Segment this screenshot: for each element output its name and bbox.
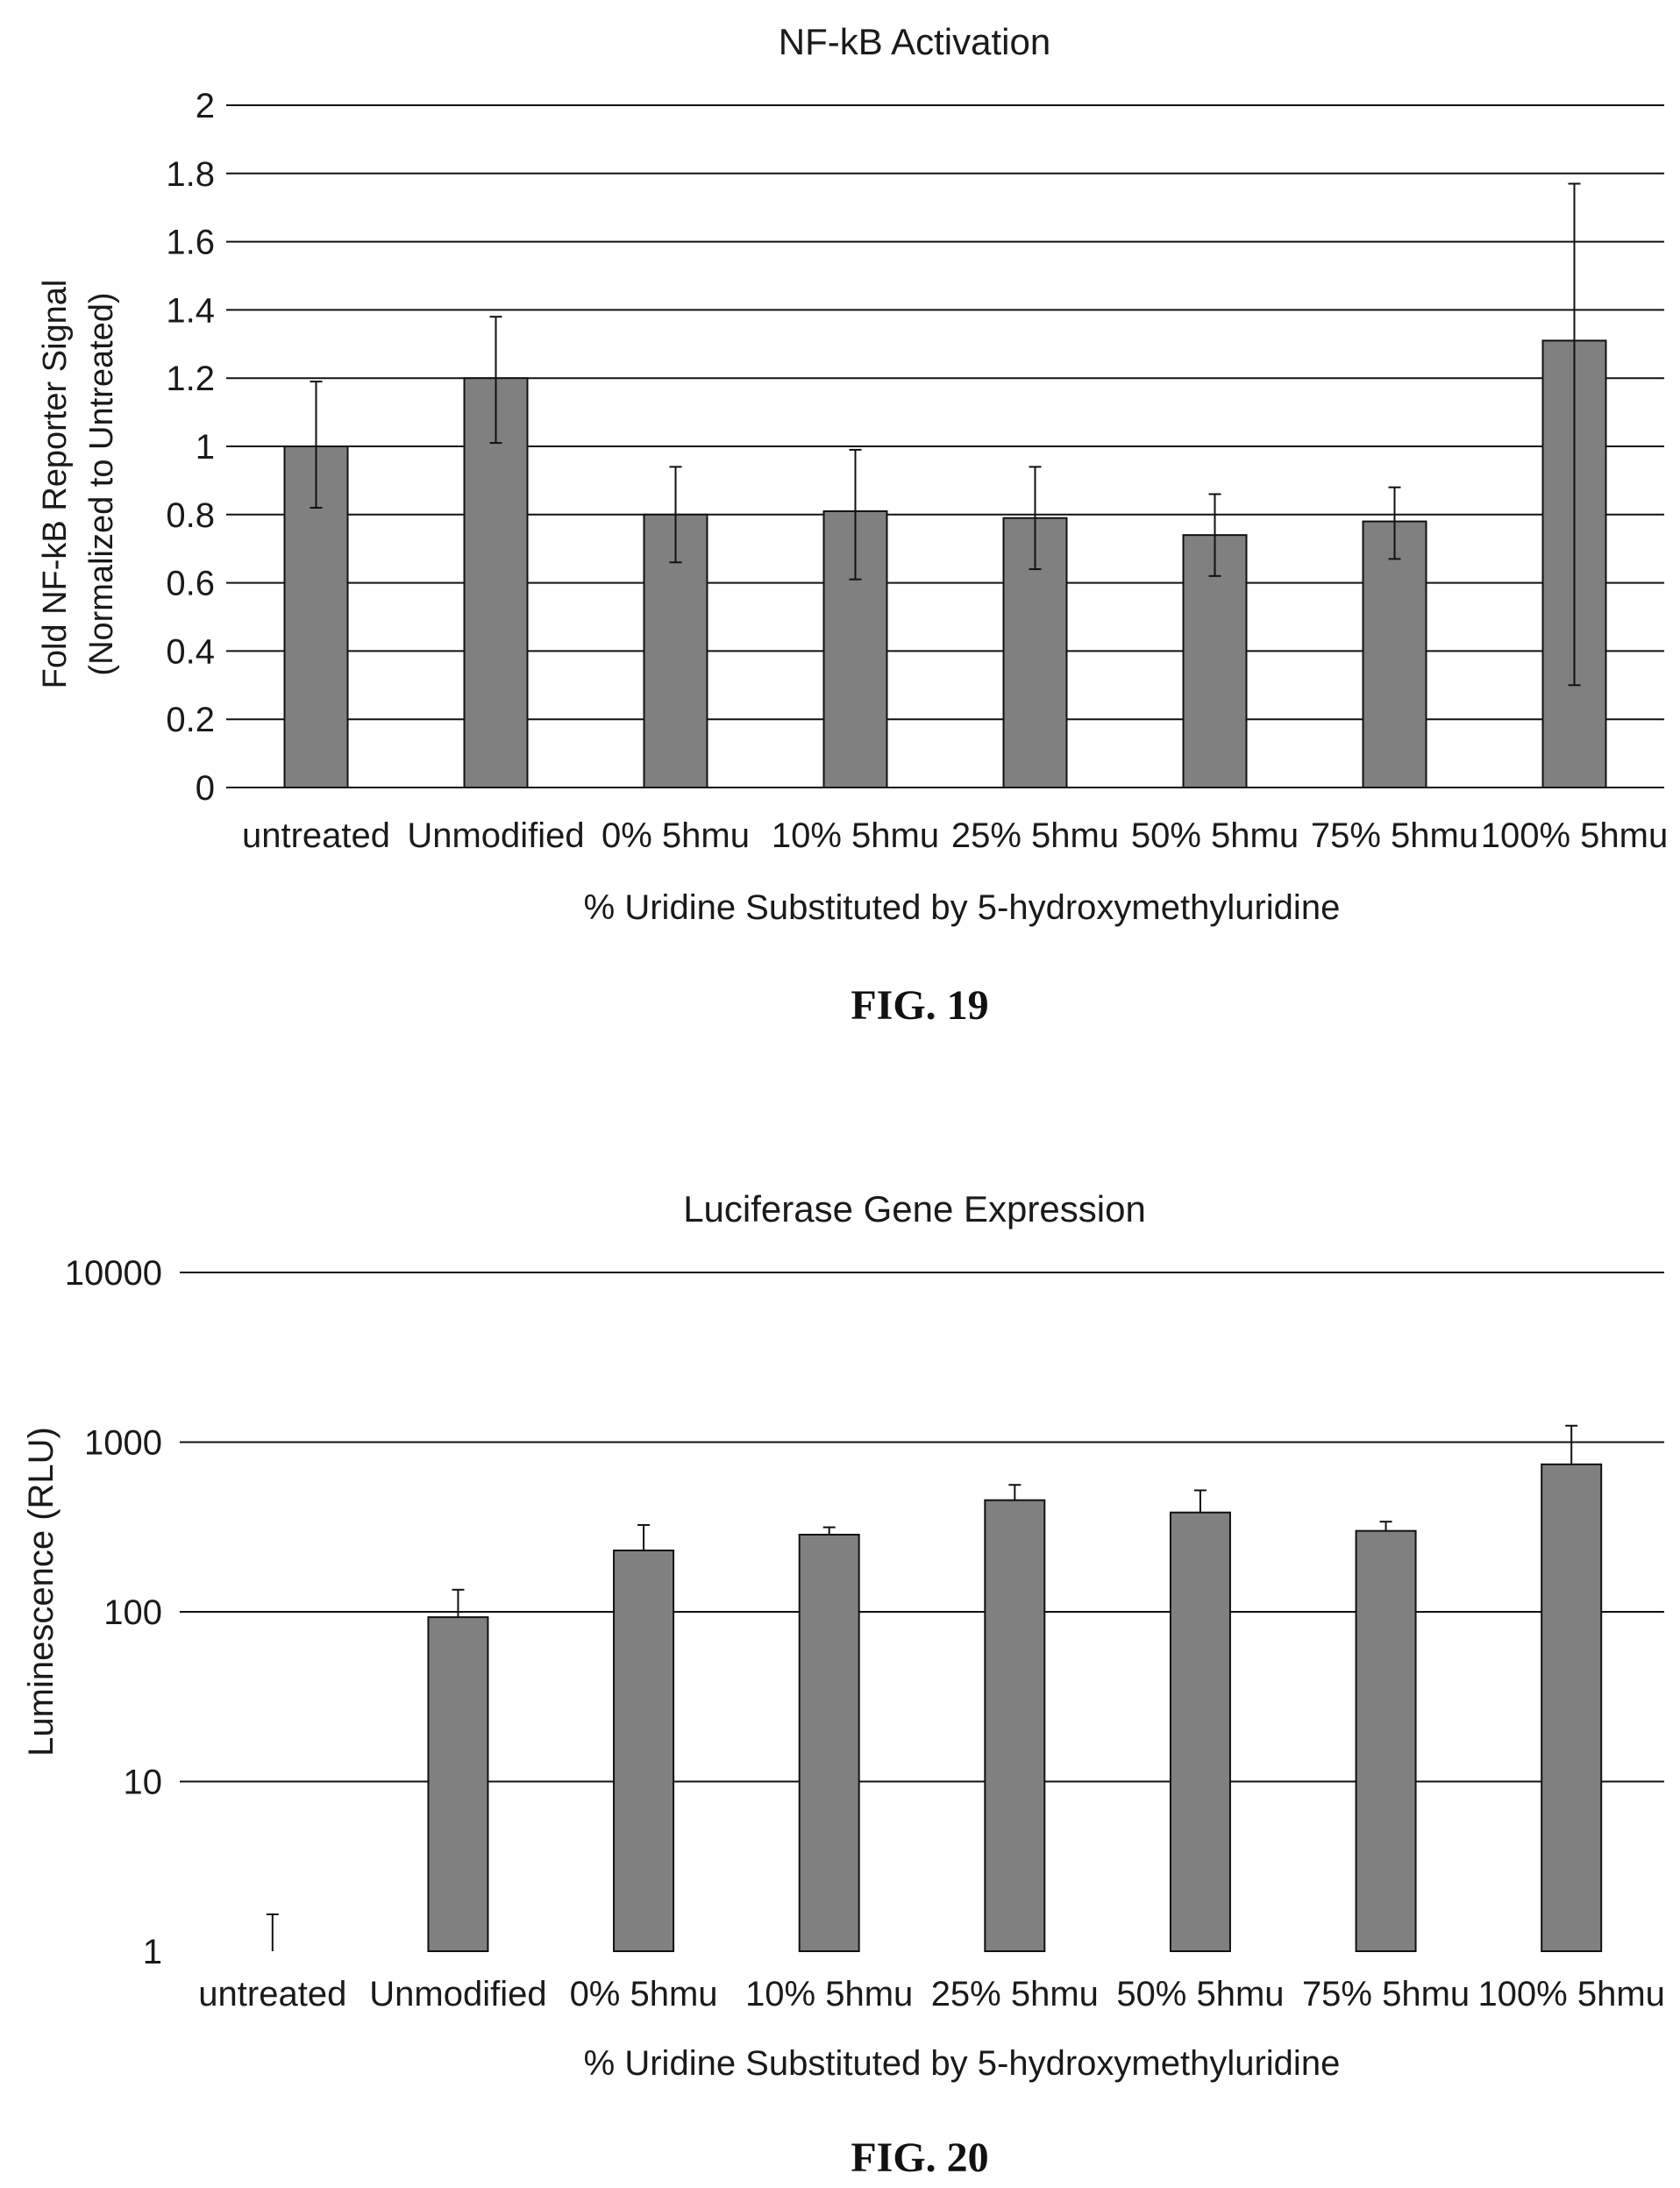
y-tick-labels: 0 0.2 0.4 0.6 0.8 1 1.2 1.4 1.6 1.8 2: [166, 87, 215, 808]
y-tick-label: 1.4: [166, 291, 215, 330]
error-bars: [310, 182, 1581, 687]
y-tick-label: 1: [143, 1933, 162, 1971]
x-tick-label: Unmodified: [369, 1975, 546, 2013]
y-tick-label: 0.6: [166, 565, 215, 603]
y-tick-label: 0.2: [166, 701, 215, 739]
gridlines: [180, 1272, 1664, 1783]
luciferase-expression-chart: Luciferase Gene Expression Luminescence …: [22, 1188, 1665, 2181]
x-tick-label: 100% 5hmu: [1477, 1975, 1664, 2013]
bar: [1169, 1511, 1231, 1953]
x-tick-label: 25% 5hmu: [931, 1975, 1099, 2013]
x-tick-label: 75% 5hmu: [1302, 1975, 1470, 2013]
x-tick-label: untreated: [198, 1975, 346, 2013]
x-tick-label: 25% 5hmu: [951, 816, 1119, 855]
gridlines: [226, 104, 1664, 788]
chart-title: NF-kB Activation: [779, 21, 1050, 62]
x-tick-label: 100% 5hmu: [1481, 816, 1668, 855]
y-tick-label: 1.6: [166, 224, 215, 262]
x-tick-label: 10% 5hmu: [772, 816, 939, 855]
bars: [427, 1463, 1603, 1953]
y-tick-label: 10: [124, 1764, 163, 1802]
x-tick-label: 75% 5hmu: [1311, 816, 1478, 855]
bar: [1362, 520, 1427, 789]
x-tick-label: 50% 5hmu: [1131, 816, 1299, 855]
x-tick-label: 50% 5hmu: [1116, 1975, 1284, 2013]
y-tick-label: 10000: [65, 1254, 162, 1293]
y-tick-label: 100: [103, 1593, 162, 1632]
nfkb-activation-chart: NF-kB Activation Fold NF-kB Reporter Sig…: [37, 21, 1668, 1029]
figure-caption: FIG. 20: [851, 2135, 988, 2181]
y-tick-label: 0.4: [166, 632, 215, 671]
x-tick-labels: untreated Unmodified 0% 5hmu 10% 5hmu 25% 5h…: [242, 816, 1668, 855]
chart-title: Luciferase Gene Expression: [683, 1188, 1146, 1229]
bar: [613, 1550, 675, 1952]
error-bars: [266, 1424, 1578, 1951]
bar: [984, 1499, 1046, 1952]
x-tick-label: 0% 5hmu: [570, 1975, 718, 2013]
x-tick-label: 0% 5hmu: [602, 816, 750, 855]
x-tick-labels: untreated Unmodified 0% 5hmu 10% 5hmu 25% 5h…: [198, 1975, 1665, 2013]
y-tick-label: 1.2: [166, 360, 215, 398]
x-tick-label: untreated: [242, 816, 390, 855]
y-axis-label-line-2: (Normalized to Untreated): [83, 292, 120, 675]
bars: [283, 339, 1607, 789]
x-axis-label: % Uridine Substituted by 5-hydroxymethyl…: [584, 2044, 1341, 2083]
y-axis-label-line-1: Luminescence (RLU): [22, 1427, 61, 1757]
x-tick-label: 10% 5hmu: [745, 1975, 913, 2013]
y-tick-label: 1: [196, 428, 215, 467]
bar: [427, 1616, 489, 1952]
y-tick-label: 0: [196, 769, 215, 808]
x-axis-label: % Uridine Substituted by 5-hydroxymethyl…: [584, 888, 1341, 927]
y-tick-label: 1000: [84, 1424, 162, 1463]
x-tick-label: Unmodified: [407, 816, 584, 855]
bar: [1541, 1463, 1603, 1953]
y-tick-label: 1.8: [166, 155, 215, 194]
bar: [798, 1533, 860, 1953]
bar: [1355, 1529, 1417, 1952]
figure-caption: FIG. 19: [851, 982, 988, 1029]
bar: [463, 377, 529, 788]
y-tick-labels: 1 10 100 1000 10000: [65, 1254, 162, 1971]
y-axis-label-line-1: Fold NF-kB Reporter Signal: [37, 280, 74, 689]
y-tick-label: 0.8: [166, 496, 215, 535]
y-tick-label: 2: [196, 87, 215, 125]
